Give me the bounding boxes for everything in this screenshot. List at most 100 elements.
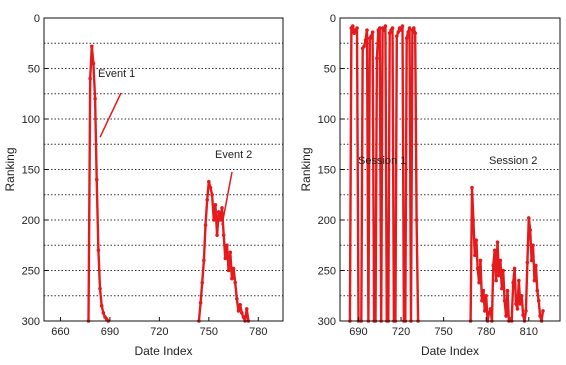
- y-axis-title: Ranking: [299, 147, 313, 191]
- annotation-arrow: [221, 171, 233, 226]
- data-point: [205, 198, 209, 202]
- data-point: [529, 258, 534, 263]
- data-point: [536, 299, 541, 303]
- data-point: [207, 179, 211, 184]
- x-tick-label: 720: [392, 326, 410, 338]
- data-point: [534, 263, 538, 268]
- data-point: [394, 34, 399, 38]
- data-point: [498, 258, 503, 263]
- data-point: [494, 278, 498, 283]
- data-point: [200, 280, 205, 285]
- data-point: [505, 288, 510, 293]
- data-point: [399, 28, 403, 32]
- x-tick-label: 720: [150, 326, 168, 338]
- y-tick-label: 150: [318, 165, 336, 177]
- data-point: [404, 36, 409, 40]
- data-point: [220, 206, 224, 210]
- data-point: [521, 313, 525, 317]
- data-point: [474, 238, 479, 242]
- data-point: [370, 30, 375, 34]
- x-axis-title: Date Index: [134, 344, 192, 358]
- data-point: [350, 24, 355, 28]
- y-tick-label: 100: [22, 114, 40, 126]
- data-point: [101, 311, 106, 315]
- data-point: [228, 250, 233, 255]
- data-point: [412, 26, 416, 30]
- y-tick-label: 200: [22, 215, 40, 227]
- data-point: [528, 228, 532, 232]
- data-point: [216, 210, 221, 214]
- data-point: [517, 278, 521, 283]
- data-point: [221, 233, 226, 237]
- data-point: [90, 44, 94, 49]
- data-point: [406, 30, 410, 34]
- data-point: [471, 218, 476, 222]
- data-point: [362, 44, 366, 49]
- annotation-label: Event 2: [215, 149, 252, 161]
- data-point: [519, 293, 524, 298]
- data-point: [495, 240, 500, 245]
- data-point: [514, 302, 518, 306]
- data-point: [532, 278, 537, 283]
- data-point: [241, 315, 246, 319]
- data-point: [478, 258, 483, 263]
- data-point: [414, 218, 419, 222]
- right-chart: 0 50 100 150 200 250 300 690 720 750 780 810 Date In…: [299, 13, 561, 358]
- series-line-0: [87, 45, 110, 322]
- y-tick-label: 300: [318, 316, 336, 328]
- y-tick-label: 0: [34, 13, 40, 25]
- y-tick-label: 50: [324, 64, 336, 76]
- y-tick-label: 50: [28, 64, 40, 76]
- data-point: [470, 185, 474, 190]
- x-tick-label: 780: [249, 326, 267, 338]
- data-point: [96, 248, 101, 253]
- data-point: [218, 218, 223, 222]
- data-point: [480, 299, 484, 303]
- data-point: [524, 309, 528, 313]
- data-point: [215, 233, 219, 237]
- data-point: [482, 309, 487, 313]
- data-point: [198, 301, 203, 305]
- data-point: [383, 24, 388, 28]
- data-point: [491, 263, 496, 268]
- data-point: [400, 24, 405, 28]
- y-tick-label: 250: [22, 266, 40, 278]
- data-point: [413, 31, 418, 35]
- data-point: [203, 223, 208, 227]
- data-point: [375, 56, 379, 61]
- data-point: [382, 28, 386, 32]
- data-point: [504, 314, 508, 318]
- data-point: [492, 248, 497, 253]
- data-point: [407, 26, 412, 30]
- data-point: [355, 26, 359, 30]
- data-point: [233, 280, 237, 285]
- data-point: [244, 307, 249, 311]
- data-point: [98, 286, 102, 291]
- data-point: [500, 286, 504, 291]
- x-tick-label: 750: [434, 326, 452, 338]
- y-tick-label: 150: [22, 165, 40, 177]
- data-point: [538, 314, 542, 318]
- data-point: [475, 266, 480, 271]
- data-point: [515, 307, 520, 311]
- data-point: [531, 243, 535, 248]
- data-point: [225, 243, 229, 248]
- data-point: [211, 218, 216, 222]
- data-point: [226, 268, 231, 273]
- data-point: [91, 61, 96, 66]
- annotation-arrow: [99, 92, 122, 138]
- data-point: [481, 288, 486, 293]
- annotation-label: Event 1: [98, 68, 135, 80]
- x-tick-label: 660: [51, 326, 69, 338]
- y-tick-label: 300: [22, 316, 40, 328]
- data-point: [501, 268, 506, 273]
- data-point: [236, 309, 241, 313]
- data-point: [502, 299, 507, 303]
- data-point: [94, 177, 99, 182]
- data-point: [223, 256, 228, 261]
- x-tick-label: 690: [101, 326, 119, 338]
- y-tick-label: 100: [318, 114, 336, 126]
- series-line-1: [197, 180, 250, 323]
- data-point: [231, 266, 236, 271]
- data-point: [526, 216, 531, 220]
